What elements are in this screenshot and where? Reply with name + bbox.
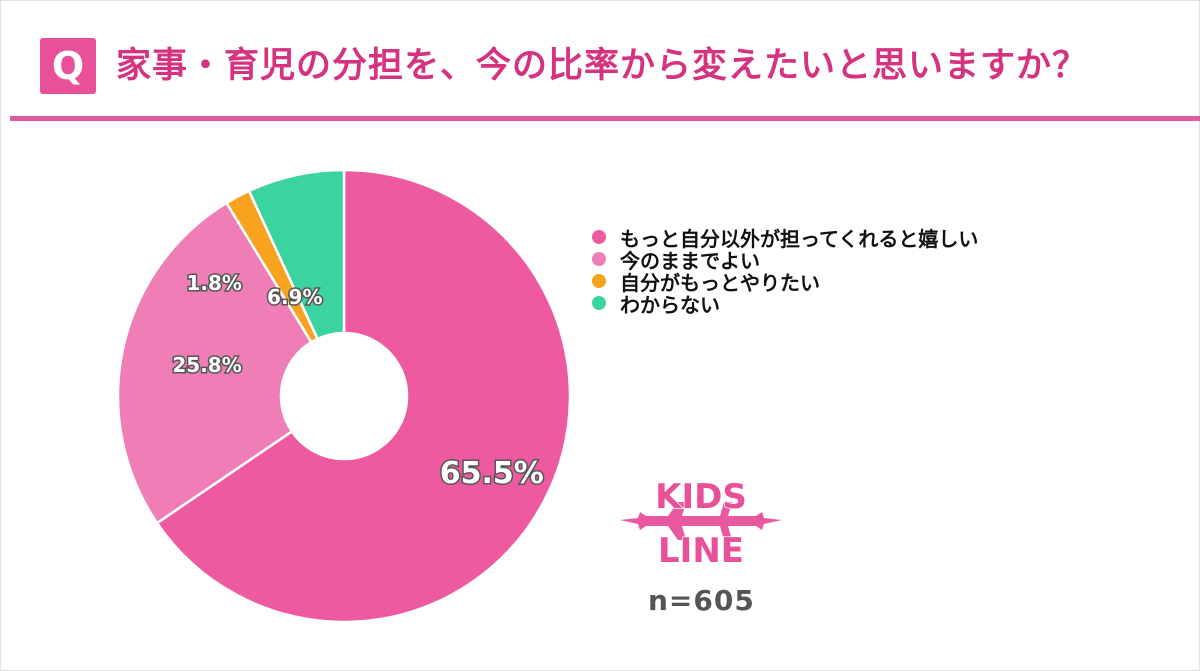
legend-swatch bbox=[592, 230, 606, 244]
legend-item: わからない bbox=[592, 292, 978, 317]
title-underline bbox=[10, 116, 1200, 121]
legend-label: もっと自分以外が担ってくれると嬉しい bbox=[620, 226, 979, 251]
sample-size-label: n=605 bbox=[648, 584, 755, 617]
legend-swatch bbox=[592, 296, 606, 310]
pie-slice bbox=[116, 201, 313, 525]
slice-value-label: 25.8% bbox=[172, 353, 241, 377]
legend-item: もっと自分以外が担ってくれると嬉しい bbox=[592, 226, 978, 251]
slice-value-label: 1.8% bbox=[186, 271, 241, 295]
logo-figure bbox=[620, 502, 782, 540]
question-badge: Q bbox=[40, 38, 96, 94]
logo-text-line: LINE bbox=[658, 531, 744, 571]
legend-label: 今のままでよい bbox=[620, 248, 760, 273]
slice-value-label: 65.5% bbox=[440, 456, 544, 491]
pie-slice bbox=[155, 168, 572, 624]
slice-value-label: 6.9% bbox=[267, 285, 322, 309]
chart-legend: もっと自分以外が担ってくれると嬉しい 今のままでよい 自分がもっとやりたい わからない bbox=[592, 226, 978, 317]
logo-text-kids: KIDS bbox=[655, 477, 747, 517]
legend-label: わからない bbox=[620, 292, 720, 317]
legend-swatch bbox=[592, 274, 606, 288]
legend-item: 今のままでよい bbox=[592, 248, 978, 273]
pie-slice bbox=[247, 168, 346, 341]
legend-label: 自分がもっとやりたい bbox=[620, 270, 820, 295]
legend-item: 自分がもっとやりたい bbox=[592, 270, 978, 295]
question-title: 家事・育児の分担を、今の比率から変えたいと思いますか？ bbox=[116, 46, 1089, 86]
legend-swatch bbox=[592, 252, 606, 266]
kidsline-logo: KIDS LINE bbox=[620, 476, 782, 572]
